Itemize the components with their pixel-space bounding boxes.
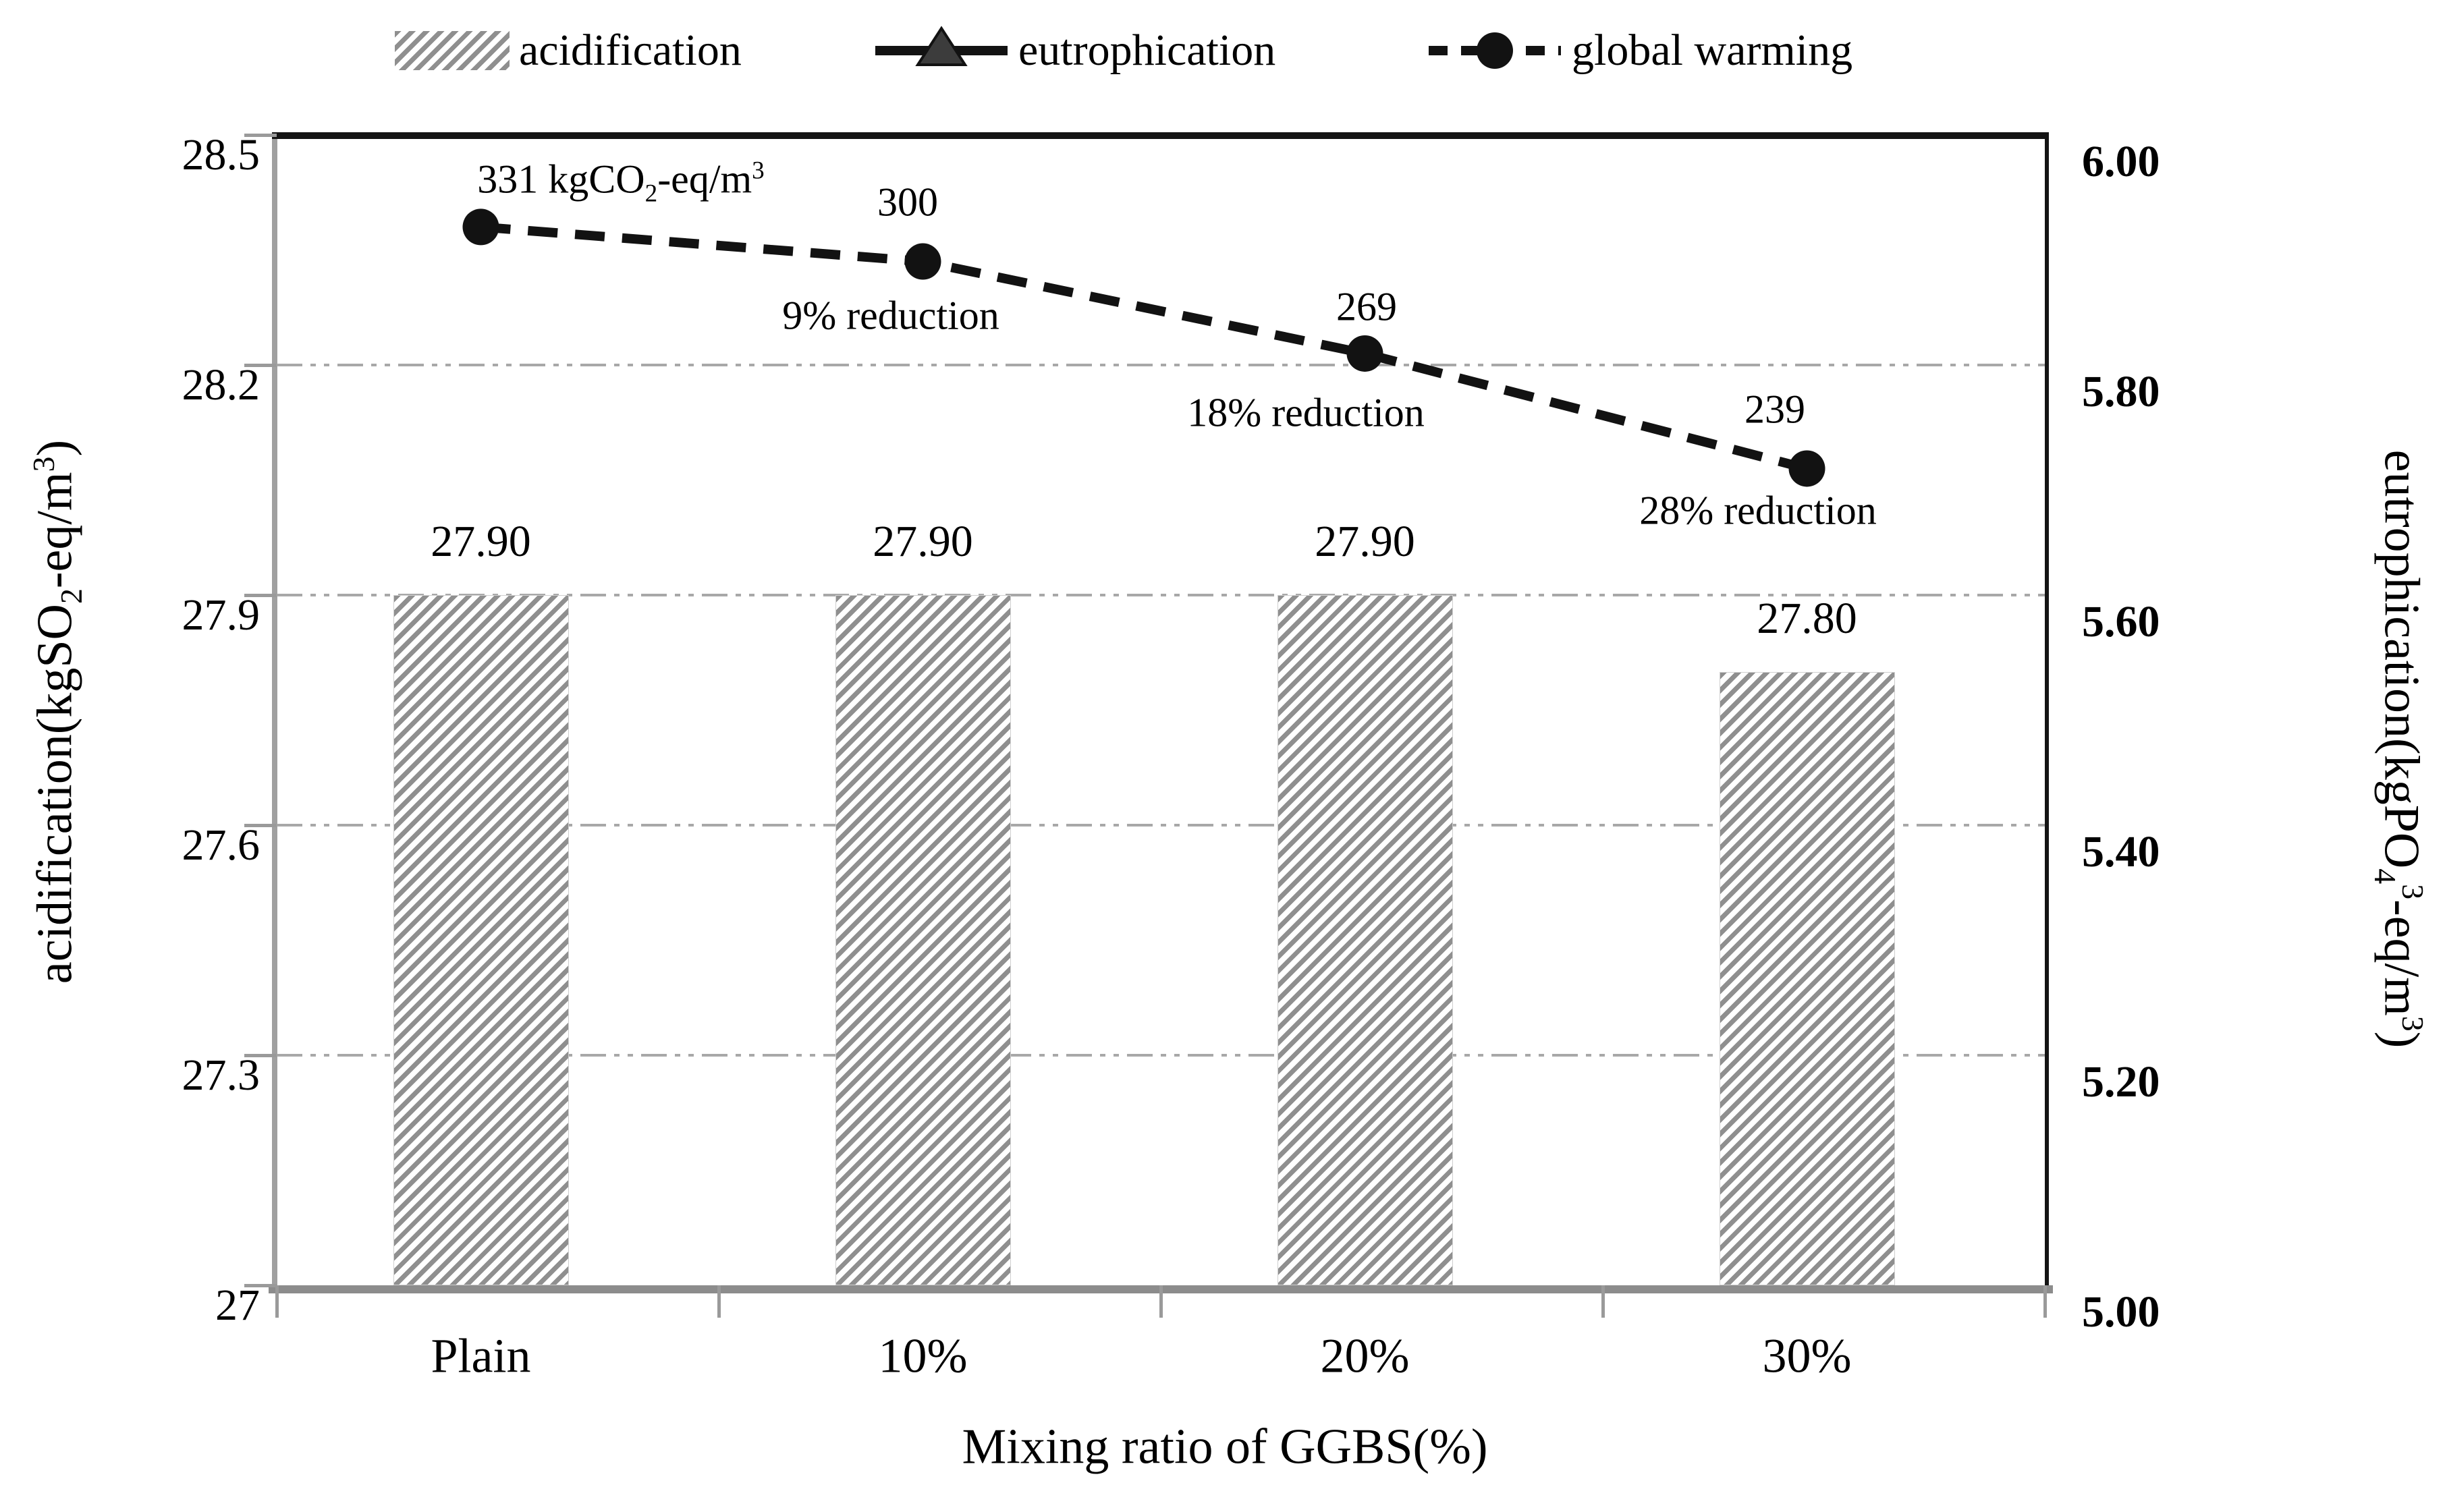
x-axis-tick: [1159, 1285, 1163, 1318]
x-category-label: 20%: [1320, 1328, 1410, 1383]
annotation-18pct-reduction: 18% reduction: [1187, 390, 1425, 435]
left-axis-tick-label: 28.5: [182, 130, 260, 179]
global-warming-marker: [904, 243, 941, 280]
global-warming-line: [480, 222, 1809, 474]
legend-item-eutrophication: eutrophication: [874, 20, 1275, 81]
gridline: [277, 364, 2045, 366]
bar-value-label: 27.80: [1757, 593, 1857, 643]
legend-label-acidification: acidification: [519, 26, 742, 75]
acidification-bar: [835, 595, 1011, 1285]
global-warming-marker: [1346, 335, 1383, 372]
left-axis-line: [272, 135, 277, 1289]
gridline: [277, 1054, 2045, 1057]
left-axis-tick-label: 27.9: [182, 590, 260, 640]
plot-right-border: [2045, 135, 2049, 1289]
annotation-9pct-reduction: 9% reduction: [782, 293, 999, 338]
left-axis-tick: [244, 364, 277, 367]
x-category-label: 30%: [1762, 1328, 1852, 1383]
left-axis-tick: [244, 594, 277, 597]
left-axis-tick-label: 28.2: [182, 360, 260, 410]
triangle-line-marker-icon: [875, 26, 1008, 66]
gridline: [277, 594, 2045, 596]
right-axis-tick-label: 5.80: [2082, 367, 2160, 416]
plot-top-border: [272, 132, 2049, 139]
bar-value-label: 27.90: [873, 517, 973, 566]
right-axis-title: eutrophication(kgPO43-eq/m3): [2367, 449, 2431, 1048]
acidification-hatch-swatch-icon: [395, 31, 510, 70]
global-warming-marker: [462, 208, 499, 246]
dashed-line-circle-marker-icon: [1429, 32, 1561, 69]
right-axis-tick-label: 5.20: [2082, 1057, 2160, 1107]
acidification-bar: [1719, 671, 1895, 1285]
annotation-300: 300: [877, 179, 938, 225]
gridline: [277, 824, 2045, 827]
legend-item-acidification: acidification: [395, 20, 742, 81]
x-category-label: Plain: [431, 1328, 531, 1383]
x-axis-title: Mixing ratio of GGBS(%): [962, 1419, 1488, 1475]
right-axis-tick-label: 5.60: [2082, 597, 2160, 646]
annotation-269: 269: [1336, 284, 1397, 329]
legend-label-global-warming: global warming: [1572, 26, 1853, 75]
legend-item-global-warming: global warming: [1427, 20, 1852, 81]
left-axis-tick: [244, 134, 277, 137]
right-axis-tick-label: 5.00: [2082, 1287, 2160, 1337]
left-axis-tick: [244, 824, 277, 827]
annotation-331-kgco2: 331 kgCO2-eq/m3: [477, 157, 765, 208]
bar-value-label: 27.90: [1315, 517, 1415, 566]
annotation-239: 239: [1745, 387, 1805, 432]
annotation-28pct-reduction: 28% reduction: [1639, 488, 1877, 533]
left-axis-tick-label: 27.6: [182, 820, 260, 870]
global-warming-marker: [1788, 450, 1825, 487]
right-axis-tick-label: 5.40: [2082, 827, 2160, 876]
x-axis-tick: [2043, 1285, 2047, 1318]
x-axis-tick: [717, 1285, 721, 1318]
x-axis-tick: [275, 1285, 279, 1318]
acidification-bar: [1277, 595, 1453, 1285]
left-axis-tick: [244, 1284, 277, 1287]
left-axis-tick-label: 27.3: [182, 1051, 260, 1100]
acidification-bar: [393, 595, 569, 1285]
right-axis-tick-label: 6.00: [2082, 137, 2160, 186]
left-axis-title: acidification(kgSO2-eq/m3): [26, 439, 89, 984]
x-axis-tick: [1601, 1285, 1605, 1318]
left-axis-tick-label: 27: [215, 1281, 260, 1330]
bar-value-label: 27.90: [431, 517, 531, 566]
legend-label-eutrophication: eutrophication: [1018, 26, 1276, 75]
left-axis-tick: [244, 1054, 277, 1057]
x-category-label: 10%: [878, 1328, 968, 1383]
